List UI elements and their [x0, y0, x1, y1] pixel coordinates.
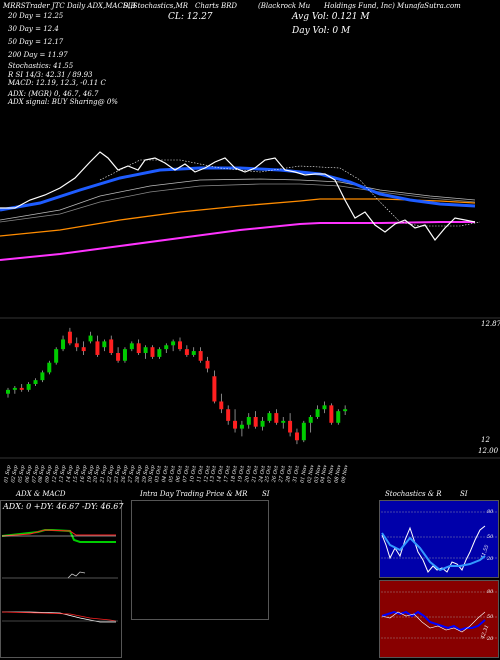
candle-body — [226, 409, 231, 421]
candle-body — [136, 343, 141, 354]
ma20-label: 20 Day = 12.25 — [8, 12, 64, 20]
header-title-1: MRRSTrader JTC Daily ADX,MACD,B — [3, 2, 136, 10]
rsi-panel — [379, 580, 499, 658]
ma30-label: 30 Day = 12.4 — [8, 25, 59, 33]
candle-body — [129, 343, 134, 350]
candle-body — [102, 341, 107, 348]
candle-body — [109, 339, 114, 354]
candle-body — [239, 424, 244, 429]
candle-body — [67, 331, 72, 344]
candle-body — [198, 351, 203, 361]
rsi-tick-20: 20 — [487, 636, 494, 642]
adx-panel-title: ADX & MACD — [16, 490, 66, 498]
header-title-2: SI,Stochastics,MR — [123, 2, 189, 10]
candle-body — [54, 349, 59, 363]
candle-body — [122, 349, 127, 361]
candle-body — [74, 343, 79, 348]
adx-signal-label: ADX signal: BUY Sharing@ 0% — [8, 98, 118, 106]
candle-body — [19, 387, 24, 390]
stoch-tick-80: 80 — [487, 509, 494, 515]
day-volume: Day Vol: 0 M — [292, 26, 351, 36]
ma30-line — [0, 166, 476, 212]
header-title-5: Holdings Fund, Inc) MunafaSutra.com — [324, 2, 461, 10]
close-price: CL: 12.27 — [168, 12, 213, 22]
main-chart — [0, 151, 500, 459]
candle-body — [219, 401, 224, 410]
candle-body — [246, 416, 251, 425]
price-line — [0, 151, 476, 242]
candle-body — [205, 360, 210, 369]
candle-body — [33, 380, 38, 385]
candle-body — [178, 341, 182, 350]
stochastics-panel — [379, 500, 499, 578]
candle-body — [288, 420, 293, 433]
price-bottom-label-2: 12.00 — [478, 447, 499, 455]
candle-body — [212, 376, 217, 402]
header-title-4: (Blackrock Mu — [258, 2, 311, 10]
candle-body — [26, 384, 31, 390]
ma-gray-line-2 — [0, 183, 476, 223]
stochastics-label: Stochastics: 41.55 — [8, 62, 74, 70]
intraday-si-label: SI — [262, 490, 270, 498]
adx-label: ADX: (MGR) 0, 46.7, 46.7 — [8, 90, 99, 98]
candle-body — [322, 405, 327, 410]
candle-body — [164, 345, 169, 350]
candle-body — [294, 432, 299, 441]
candle-body — [12, 387, 17, 390]
macd-label: MACD: 12.19, 12.3, -0.11 C — [8, 79, 106, 87]
candle-body — [157, 349, 162, 357]
candle-body — [81, 347, 86, 352]
candle-body — [315, 409, 320, 417]
candle-body — [143, 347, 148, 354]
price-top-label: 12.87 — [481, 320, 500, 328]
candle-body — [88, 335, 93, 342]
ma200-label: 200 Day = 11.97 — [8, 51, 68, 59]
candle-body — [116, 353, 121, 361]
rsi-label: R SI 14/3: 42.31 / 89.93 — [8, 71, 93, 79]
candle-body — [61, 339, 66, 350]
stoch-tick-50: 50 — [487, 534, 494, 540]
candle-body — [260, 420, 265, 427]
candle-body — [191, 351, 196, 355]
stochastics-si-label: SI — [460, 490, 468, 498]
ma200-line — [0, 221, 475, 261]
candle-body — [329, 405, 334, 423]
candle-body — [301, 422, 306, 441]
ma50-label: 50 Day = 12.17 — [8, 38, 64, 46]
candle-body — [184, 349, 189, 355]
rsi-tick-50: 50 — [487, 614, 494, 620]
intraday-panel — [131, 500, 269, 620]
adx-values: ADX: 0 +DY: 46.67 -DY: 46.67 — [3, 502, 124, 511]
candle-body — [47, 362, 52, 373]
candle-body — [95, 341, 100, 355]
candle-body — [171, 341, 176, 346]
candle-body — [281, 420, 286, 423]
candle-body — [274, 413, 279, 423]
adx-panel: ADX: 0 +DY: 46.67 -DY: 46.67 — [0, 500, 124, 658]
candle-body — [336, 411, 341, 423]
candle-body — [233, 420, 238, 429]
candle-body — [150, 347, 155, 357]
avg-volume: Avg Vol: 0.121 M — [292, 12, 370, 22]
rsi-tick-80: 80 — [487, 589, 494, 595]
ma-gray-line — [0, 178, 476, 221]
stochastics-panel-title: Stochastics & R — [385, 490, 442, 498]
candle-body — [343, 409, 348, 412]
candle-body — [267, 413, 272, 421]
candle-body — [40, 372, 45, 381]
candle-body — [308, 416, 313, 423]
candle-body — [6, 389, 10, 394]
candle-body — [253, 416, 258, 427]
intraday-panel-title: Intra Day Trading Price & MR — [140, 490, 248, 498]
price-bottom-label: 12 — [481, 436, 490, 444]
header-title-3: Charts BRD — [195, 2, 238, 10]
stoch-tick-20: 20 — [487, 556, 494, 562]
